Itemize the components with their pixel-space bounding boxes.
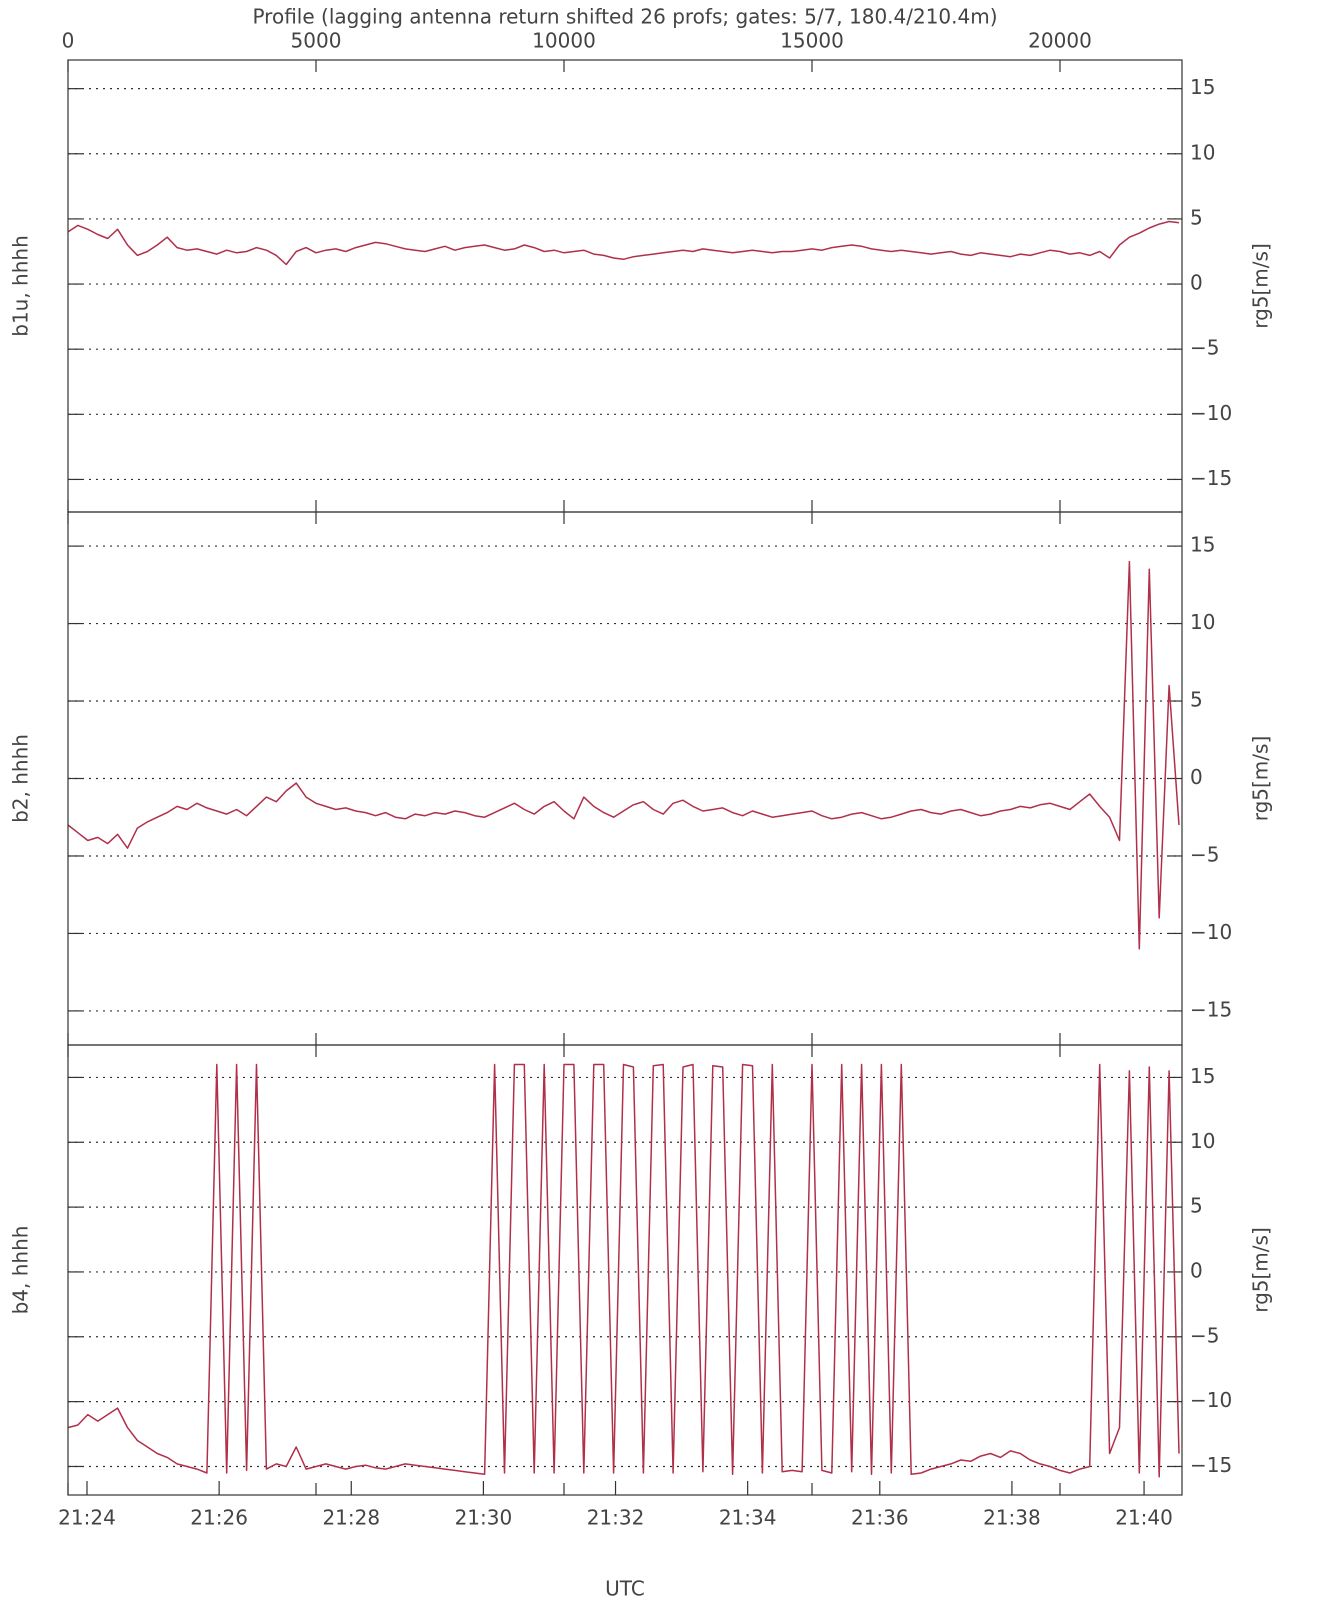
- y-tick-label: −5: [1190, 336, 1219, 360]
- y-tick-label: −5: [1190, 842, 1219, 866]
- y-tick-label: −10: [1190, 401, 1232, 425]
- time-tick-label: 21:26: [190, 1506, 248, 1530]
- y-axis-label: b4, hhhh: [9, 1226, 33, 1315]
- x-tick-label: 5000: [291, 29, 342, 53]
- y-tick-label: 0: [1190, 1258, 1203, 1282]
- x-tick-label: 10000: [532, 29, 596, 53]
- data-line: [67, 560, 1180, 950]
- y-tick-label: −15: [1190, 997, 1232, 1021]
- time-tick-label: 21:34: [719, 1506, 777, 1530]
- y-tick-label: −15: [1190, 1453, 1232, 1477]
- time-tick-label: 21:36: [851, 1506, 909, 1530]
- y-tick-label: −10: [1190, 920, 1232, 944]
- y-axis-label: b2, hhhh: [9, 734, 33, 823]
- y2-axis-label: rg5[m/s]: [1249, 1227, 1273, 1313]
- y-tick-label: −5: [1190, 1323, 1219, 1347]
- x-tick-label: 0: [62, 29, 75, 53]
- y-tick-label: 15: [1190, 1064, 1215, 1088]
- time-tick-label: 21:32: [587, 1506, 645, 1530]
- y-tick-label: −10: [1190, 1388, 1232, 1412]
- y-tick-label: 0: [1190, 271, 1203, 295]
- time-tick-label: 21:30: [455, 1506, 513, 1530]
- y2-axis-label: rg5[m/s]: [1249, 243, 1273, 329]
- y-tick-label: −15: [1190, 466, 1232, 490]
- y-tick-label: 15: [1190, 75, 1215, 99]
- chart-title: Profile (lagging antenna return shifted …: [252, 5, 997, 29]
- y-tick-label: 15: [1190, 533, 1215, 557]
- y-tick-label: 5: [1190, 688, 1203, 712]
- y-tick-label: 5: [1190, 1194, 1203, 1218]
- y2-axis-label: rg5[m/s]: [1249, 736, 1273, 822]
- x-tick-label: 15000: [780, 29, 844, 53]
- time-tick-label: 21:40: [1115, 1506, 1173, 1530]
- time-tick-label: 21:28: [322, 1506, 380, 1530]
- y-axis-label: b1u, hhhh: [9, 235, 33, 337]
- y-tick-label: 10: [1190, 140, 1215, 164]
- data-line: [67, 1063, 1180, 1478]
- time-tick-label: 21:38: [983, 1506, 1041, 1530]
- y-tick-label: 10: [1190, 1129, 1215, 1153]
- y-tick-label: 0: [1190, 765, 1203, 789]
- y-tick-label: 10: [1190, 610, 1215, 634]
- plot-frame: [67, 1044, 1183, 1496]
- x-tick-label: 20000: [1028, 29, 1092, 53]
- plot-frame: [67, 59, 1183, 513]
- x-axis-label: UTC: [605, 1577, 645, 1601]
- y-tick-label: 5: [1190, 205, 1203, 229]
- time-tick-label: 21:24: [58, 1506, 116, 1530]
- data-line: [67, 220, 1180, 266]
